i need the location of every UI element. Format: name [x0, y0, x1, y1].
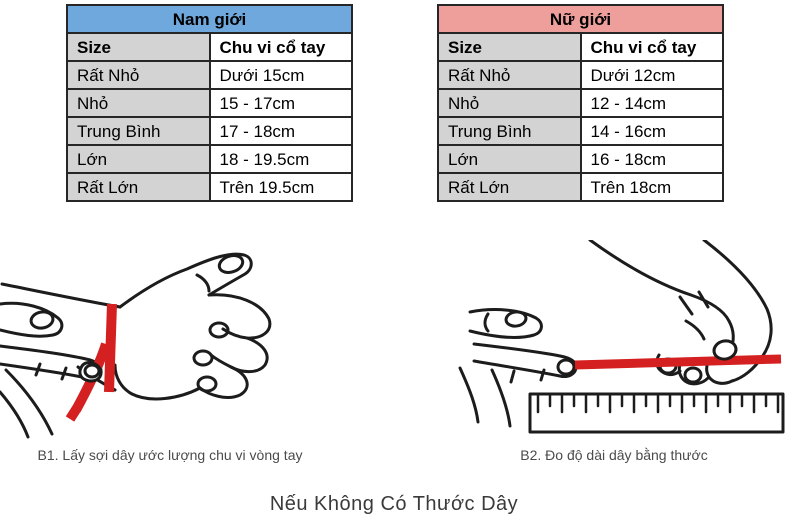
table-title-men: Nam giới — [66, 4, 353, 34]
range-cell: 14 - 16cm — [579, 116, 724, 146]
figure-caption-b1: B1. Lấy sợi dây ước lượng chu vi vòng ta… — [37, 447, 303, 463]
table-row: Rất Nhỏ Dưới 15cm — [66, 60, 353, 90]
table-row: Lớn 18 - 19.5cm — [66, 144, 353, 174]
column-header-size: Size — [66, 32, 211, 62]
size-cell: Rất Lớn — [437, 172, 582, 202]
table-row: Trung Bình 14 - 16cm — [437, 116, 724, 146]
range-cell: Dưới 12cm — [579, 60, 724, 90]
table-row: Nhỏ 12 - 14cm — [437, 88, 724, 118]
table-row: Rất Lớn Trên 18cm — [437, 172, 724, 202]
size-cell: Rất Nhỏ — [66, 60, 211, 90]
range-cell: 18 - 19.5cm — [208, 144, 353, 174]
wrist-string-illustration — [0, 252, 272, 439]
table-header-row: Size Chu vi cổ tay — [66, 32, 353, 62]
table-title-row: Nam giới — [66, 4, 353, 34]
table-row: Trung Bình 17 - 18cm — [66, 116, 353, 146]
table-header-row: Size Chu vi cổ tay — [437, 32, 724, 62]
range-cell: 12 - 14cm — [579, 88, 724, 118]
ruler-measure-illustration — [458, 240, 785, 434]
range-cell: 16 - 18cm — [579, 144, 724, 174]
table-row: Nhỏ 15 - 17cm — [66, 88, 353, 118]
range-cell: 17 - 18cm — [208, 116, 353, 146]
size-cell: Rất Lớn — [66, 172, 211, 202]
table-row: Rất Nhỏ Dưới 12cm — [437, 60, 724, 90]
column-header-circumference: Chu vi cổ tay — [208, 32, 353, 62]
size-cell: Lớn — [66, 144, 211, 174]
size-cell: Nhỏ — [437, 88, 582, 118]
size-cell: Nhỏ — [66, 88, 211, 118]
table-title-women: Nữ giới — [437, 4, 724, 34]
column-header-circumference: Chu vi cổ tay — [579, 32, 724, 62]
bottom-title: Nếu Không Có Thước Dây — [269, 493, 519, 515]
range-cell: Dưới 15cm — [208, 60, 353, 90]
size-cell: Trung Bình — [437, 116, 582, 146]
column-header-size: Size — [437, 32, 582, 62]
range-cell: 15 - 17cm — [208, 88, 353, 118]
table-row: Rất Lớn Trên 19.5cm — [66, 172, 353, 202]
table-row: Lớn 16 - 18cm — [437, 144, 724, 174]
table-title-row: Nữ giới — [437, 4, 724, 34]
size-cell: Rất Nhỏ — [437, 60, 582, 90]
range-cell: Trên 18cm — [579, 172, 724, 202]
figure-caption-b2: B2. Đo độ dài dây bằng thước — [520, 447, 708, 463]
range-cell: Trên 19.5cm — [208, 172, 353, 202]
size-table-men: Nam giới Size Chu vi cổ tay Rất Nhỏ Dưới… — [66, 4, 353, 202]
size-cell: Trung Bình — [66, 116, 211, 146]
size-table-women: Nữ giới Size Chu vi cổ tay Rất Nhỏ Dưới … — [437, 4, 724, 202]
size-cell: Lớn — [437, 144, 582, 174]
